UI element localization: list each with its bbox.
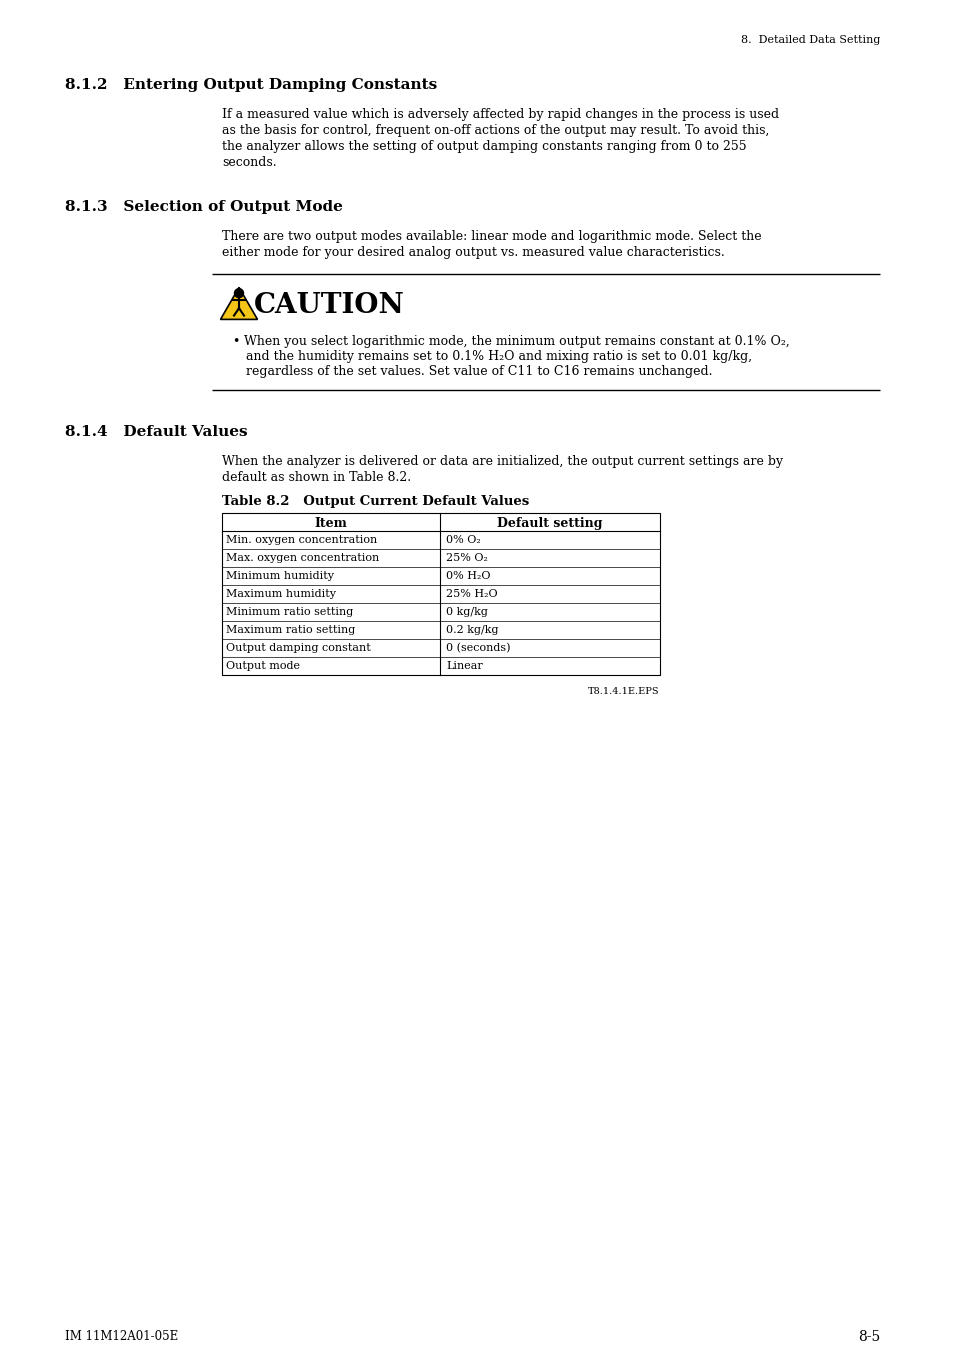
Text: When you select logarithmic mode, the minimum output remains constant at 0.1% O₂: When you select logarithmic mode, the mi… — [244, 335, 789, 349]
Text: Maximum humidity: Maximum humidity — [226, 589, 335, 598]
Text: Table 8.2   Output Current Default Values: Table 8.2 Output Current Default Values — [222, 494, 529, 508]
Text: seconds.: seconds. — [222, 155, 276, 169]
Text: Output damping constant: Output damping constant — [226, 643, 371, 653]
Text: 8.1.2   Entering Output Damping Constants: 8.1.2 Entering Output Damping Constants — [65, 78, 436, 92]
Text: Minimum humidity: Minimum humidity — [226, 571, 334, 581]
Text: Item: Item — [314, 517, 347, 530]
Text: Linear: Linear — [446, 661, 482, 671]
Text: Default setting: Default setting — [497, 517, 602, 530]
Text: 8.  Detailed Data Setting: 8. Detailed Data Setting — [740, 35, 879, 45]
Text: the analyzer allows the setting of output damping constants ranging from 0 to 25: the analyzer allows the setting of outpu… — [222, 141, 746, 153]
Text: regardless of the set values. Set value of C11 to C16 remains unchanged.: regardless of the set values. Set value … — [246, 365, 712, 378]
Text: as the basis for control, frequent on-off actions of the output may result. To a: as the basis for control, frequent on-of… — [222, 124, 768, 136]
Text: IM 11M12A01-05E: IM 11M12A01-05E — [65, 1329, 178, 1343]
Text: Min. oxygen concentration: Min. oxygen concentration — [226, 535, 376, 544]
Bar — [222, 513, 659, 676]
Text: If a measured value which is adversely affected by rapid changes in the process : If a measured value which is adversely a… — [222, 108, 779, 122]
Text: 25% O₂: 25% O₂ — [446, 553, 487, 563]
Text: T8.1.4.1E.EPS: T8.1.4.1E.EPS — [588, 688, 659, 696]
Text: 0% O₂: 0% O₂ — [446, 535, 480, 544]
Text: 0 (seconds): 0 (seconds) — [446, 643, 510, 654]
Text: 25% H₂O: 25% H₂O — [446, 589, 497, 598]
Text: default as shown in Table 8.2.: default as shown in Table 8.2. — [222, 471, 411, 484]
Text: Max. oxygen concentration: Max. oxygen concentration — [226, 553, 379, 563]
Text: Output mode: Output mode — [226, 661, 299, 671]
Text: 0 kg/kg: 0 kg/kg — [446, 607, 487, 617]
Text: 0.2 kg/kg: 0.2 kg/kg — [446, 626, 498, 635]
Text: There are two output modes available: linear mode and logarithmic mode. Select t: There are two output modes available: li… — [222, 230, 760, 243]
Text: •: • — [232, 335, 239, 349]
Text: either mode for your desired analog output vs. measured value characteristics.: either mode for your desired analog outp… — [222, 246, 724, 259]
Text: Minimum ratio setting: Minimum ratio setting — [226, 607, 353, 617]
Text: 8.1.3   Selection of Output Mode: 8.1.3 Selection of Output Mode — [65, 200, 342, 213]
Text: 0% H₂O: 0% H₂O — [446, 571, 490, 581]
Text: Maximum ratio setting: Maximum ratio setting — [226, 626, 355, 635]
Text: 8-5: 8-5 — [857, 1329, 879, 1344]
Text: CAUTION: CAUTION — [253, 292, 404, 319]
Text: and the humidity remains set to 0.1% H₂O and mixing ratio is set to 0.01 kg/kg,: and the humidity remains set to 0.1% H₂O… — [246, 350, 751, 363]
Text: When the analyzer is delivered or data are initialized, the output current setti: When the analyzer is delivered or data a… — [222, 455, 782, 467]
Circle shape — [234, 289, 243, 297]
Polygon shape — [220, 288, 257, 319]
Text: 8.1.4   Default Values: 8.1.4 Default Values — [65, 426, 248, 439]
